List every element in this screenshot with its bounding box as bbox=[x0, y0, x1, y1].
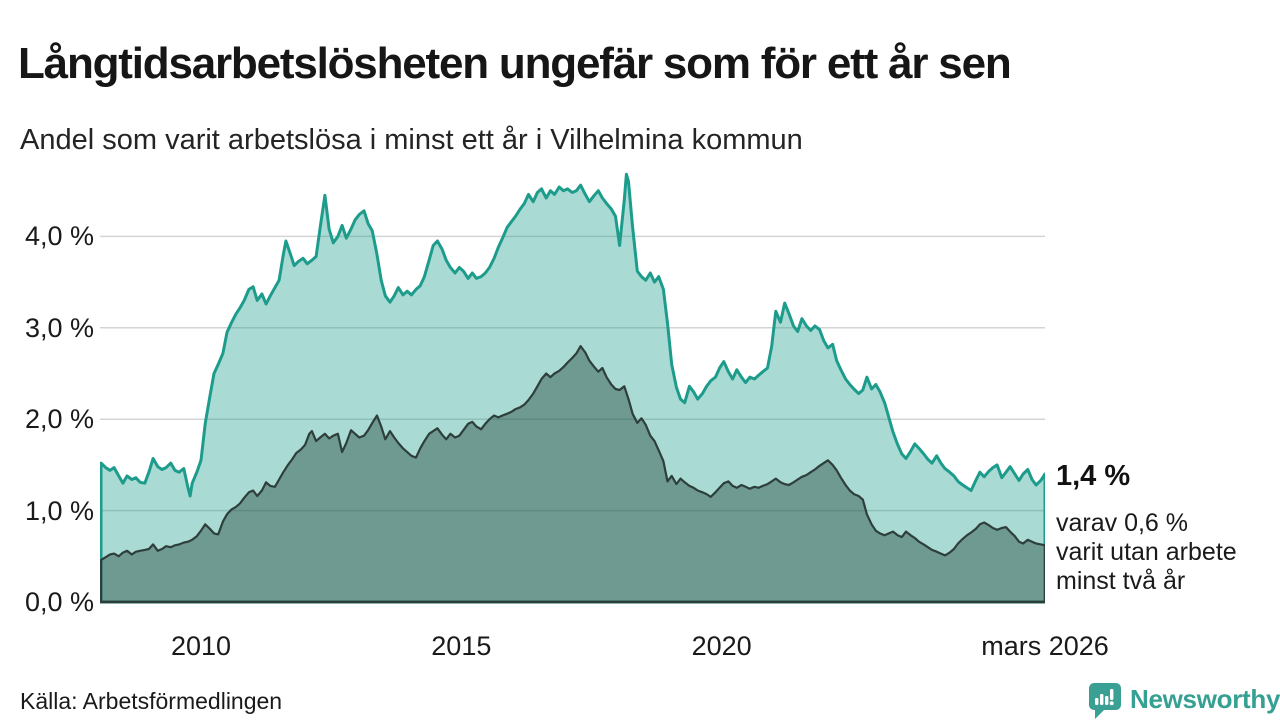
sub-annotation: varav 0,6 % varit utan arbete minst två år bbox=[1056, 509, 1276, 596]
latest-value-annotation: 1,4 % varav 0,6 % varit utan arbete minst … bbox=[1056, 460, 1276, 596]
plot-svg bbox=[100, 172, 1045, 604]
y-axis: 0,0 % 1,0 % 2,0 % 3,0 % 4,0 % bbox=[0, 0, 94, 720]
page-title: Långtidsarbetslösheten ungefär som för e… bbox=[18, 39, 1012, 89]
x-axis-label: 2015 bbox=[431, 631, 492, 661]
sub-annotation-line: varav 0,6 % bbox=[1056, 509, 1189, 537]
newsworthy-icon bbox=[1089, 683, 1121, 719]
gridlines bbox=[100, 235, 1045, 512]
sub-annotation-line: minst två år bbox=[1056, 567, 1186, 595]
source-note: Källa: Arbetsförmedlingen bbox=[20, 688, 283, 714]
x-axis-label: 2020 bbox=[691, 631, 752, 661]
area-minst-ett-ar bbox=[100, 172, 1045, 604]
x-axis-label: 2010 bbox=[170, 631, 232, 661]
brand-logo: Newsworthy bbox=[1088, 682, 1280, 720]
latest-value-label: 1,4 % bbox=[1056, 460, 1131, 492]
x-axis: 2010 2015 2020 mars 2026 bbox=[0, 631, 1280, 665]
y-axis-label: 4,0 % bbox=[24, 221, 94, 252]
brand-wordmark: Newsworthy bbox=[1130, 684, 1280, 714]
chart-subtitle: Andel som varit arbetslösa i minst ett å… bbox=[20, 124, 803, 156]
x-axis-label: mars 2026 bbox=[981, 631, 1109, 661]
bar-chart-glyph bbox=[1095, 689, 1114, 706]
y-axis-label: 2,0 % bbox=[24, 404, 94, 435]
area-minst-tva-ar bbox=[100, 345, 1045, 604]
y-axis-label: 0,0 % bbox=[24, 587, 94, 617]
y-axis-label: 1,0 % bbox=[24, 495, 94, 526]
y-axis-label: 3,0 % bbox=[24, 312, 94, 343]
sub-annotation-line: varit utan arbete bbox=[1056, 538, 1237, 566]
